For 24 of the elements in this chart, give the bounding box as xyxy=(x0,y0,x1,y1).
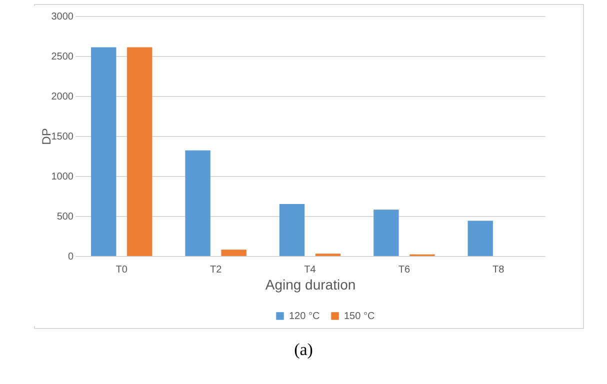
bar xyxy=(91,47,116,256)
bar xyxy=(468,220,493,256)
legend-label: 150 °C xyxy=(344,311,375,322)
y-tick-label: 1500 xyxy=(51,132,74,142)
x-tick-label: T8 xyxy=(492,264,505,276)
x-axis-title: Aging duration xyxy=(265,276,356,292)
text: (a) xyxy=(293,340,314,360)
x-tick-label: T4 xyxy=(304,264,316,276)
x-tick-label: T6 xyxy=(398,264,410,276)
y-tick-label: 0 xyxy=(68,252,74,262)
y-tick-label: 2500 xyxy=(51,52,74,62)
legend-label: 120 °C xyxy=(289,311,320,322)
y-tick-label: 3000 xyxy=(51,12,74,22)
x-tick-label: T0 xyxy=(116,264,128,276)
y-axis-title: DP xyxy=(39,128,54,145)
bar xyxy=(185,150,210,256)
bar xyxy=(221,250,246,256)
y-tick-label: 1000 xyxy=(51,172,74,182)
bar xyxy=(279,204,305,256)
y-tick-label: 500 xyxy=(56,212,74,222)
x-tick-label: T2 xyxy=(210,264,222,276)
bar xyxy=(374,210,399,256)
y-tick-label: 2000 xyxy=(51,92,74,102)
bar xyxy=(127,47,152,256)
